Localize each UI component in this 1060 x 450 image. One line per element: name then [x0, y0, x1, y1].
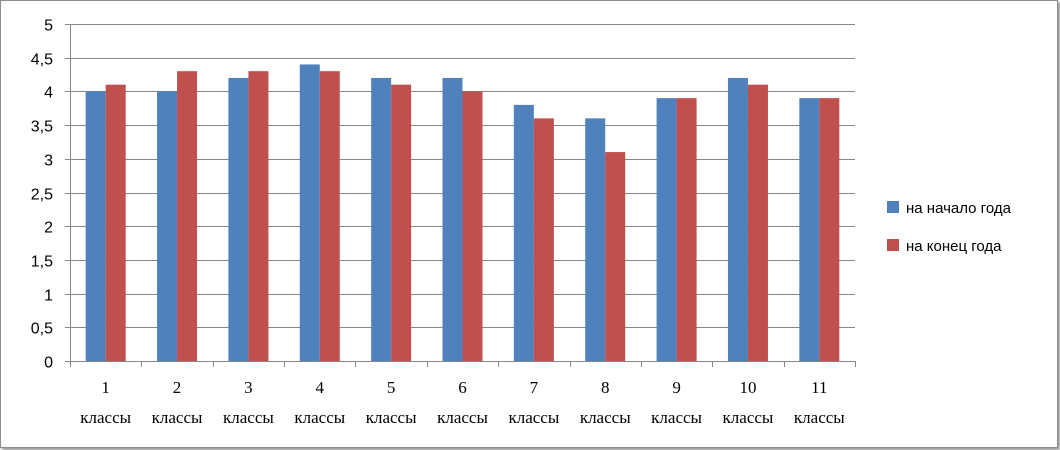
x-tick-label-number: 6 — [458, 378, 467, 397]
x-tick-label-number: 1 — [101, 378, 110, 397]
x-tick-label-number: 3 — [244, 378, 253, 397]
x-tick-label-word: классы — [223, 408, 274, 427]
bar-start-7 — [513, 104, 534, 361]
legend-label: на начало года — [906, 200, 1012, 217]
x-tick-label-number: 8 — [601, 378, 610, 397]
bar-start-1 — [85, 91, 106, 362]
bar-start-5 — [371, 77, 392, 362]
axes — [70, 24, 855, 362]
bar-start-6 — [442, 77, 463, 362]
y-tick-label: 0,5 — [31, 321, 53, 338]
x-tick-label-number: 7 — [530, 378, 539, 397]
x-tick-label-word: классы — [366, 408, 417, 427]
legend-swatch — [887, 201, 899, 213]
bar-end-10 — [747, 84, 768, 361]
y-axis-ticks: 0 0,5 1 1,5 2 2,5 3 3,5 4 4,5 5 — [31, 18, 70, 372]
bar-start-9 — [656, 98, 677, 361]
bar-start-3 — [228, 77, 249, 362]
bar-end-11 — [819, 98, 840, 361]
x-tick-label-number: 11 — [811, 378, 827, 397]
bar-start-4 — [299, 64, 320, 361]
bar-end-2 — [177, 71, 198, 362]
x-tick-label-word: классы — [794, 408, 845, 427]
bar-end-6 — [462, 91, 483, 362]
y-tick-label: 2,5 — [31, 187, 53, 204]
y-tick-label: 4,5 — [31, 52, 53, 69]
x-tick-label-word: классы — [723, 408, 774, 427]
x-tick-label-word: классы — [437, 408, 488, 427]
bar-end-3 — [248, 71, 269, 362]
bar-start-8 — [585, 118, 606, 361]
y-tick-label: 3 — [44, 153, 53, 170]
legend-label: на конец года — [906, 238, 1002, 255]
x-tick-label-word: классы — [80, 408, 131, 427]
bar-end-4 — [319, 71, 340, 362]
bar-end-8 — [605, 152, 626, 361]
y-tick-label: 5 — [44, 18, 53, 35]
x-axis-ticks: 1 классы 2 классы 3 классы 4 классы 5 классы 6 клас… — [70, 361, 856, 427]
bar-start-10 — [727, 77, 748, 362]
bars — [85, 64, 840, 362]
x-tick-label-word: классы — [651, 408, 702, 427]
bar-end-5 — [391, 84, 412, 361]
y-tick-label: 3,5 — [31, 119, 53, 136]
x-tick-label-number: 9 — [672, 378, 681, 397]
bar-end-1 — [105, 84, 126, 361]
x-tick-label-word: классы — [508, 408, 559, 427]
y-tick-label: 1 — [44, 288, 53, 305]
x-tick-label-number: 2 — [173, 378, 182, 397]
y-tick-label: 2 — [44, 220, 53, 237]
legend: на начало года на конец года — [887, 200, 1012, 255]
y-tick-label: 1,5 — [31, 254, 53, 271]
bar-start-2 — [157, 91, 178, 362]
bar-end-7 — [533, 118, 554, 361]
x-tick-label-number: 5 — [387, 378, 396, 397]
x-tick-label-word: классы — [294, 408, 345, 427]
x-tick-label-number: 10 — [739, 378, 756, 397]
bar-end-9 — [676, 98, 697, 361]
x-tick-label-word: классы — [152, 408, 203, 427]
x-tick-label-number: 4 — [316, 378, 325, 397]
legend-swatch — [887, 239, 899, 251]
bar-start-11 — [799, 98, 820, 361]
y-tick-label: 4 — [44, 85, 53, 102]
gridlines — [70, 24, 855, 328]
x-tick-label-word: классы — [580, 408, 631, 427]
y-tick-label: 0 — [44, 355, 53, 372]
